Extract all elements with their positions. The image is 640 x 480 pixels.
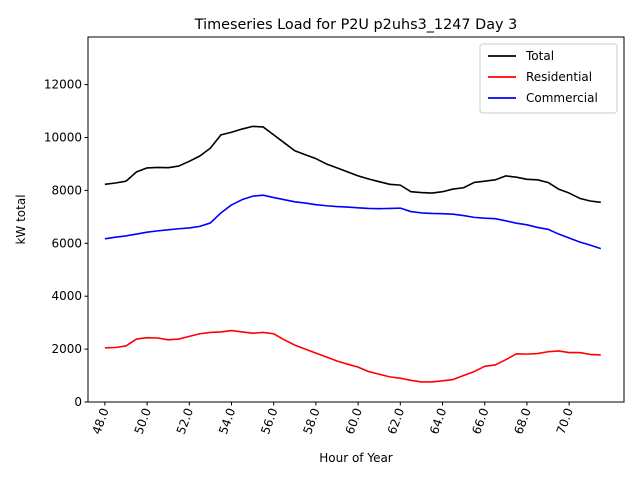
y-tick-label: 6000 (51, 236, 82, 250)
x-axis: 48.0 50.0 52.0 54.0 56.0 58.0 60.0 62.0 64.0 66.0… (89, 402, 576, 436)
chart-title: Timeseries Load for P2U p2uhs3_1247 Day … (194, 17, 518, 33)
x-tick-label: 52.0 (174, 406, 196, 436)
y-tick-label: 2000 (51, 342, 82, 356)
y-tick-label: 12000 (44, 78, 82, 92)
x-tick-label: 62.0 (385, 406, 407, 436)
series-line-commercial (104, 194, 602, 250)
x-tick-label: 66.0 (469, 406, 491, 436)
x-axis-label: Hour of Year (319, 451, 393, 465)
x-tick-label: 70.0 (554, 406, 576, 436)
legend-label-commercial: Commercial (526, 91, 598, 105)
y-tick-label: 4000 (51, 289, 82, 303)
series-line-residential (104, 329, 601, 383)
x-tick-label: 60.0 (343, 406, 365, 436)
legend-label-residential: Residential (526, 70, 592, 84)
y-tick-label: 0 (74, 395, 82, 409)
y-axis-label: kW total (14, 194, 28, 244)
x-tick-label: 54.0 (216, 406, 238, 436)
y-tick-label: 10000 (44, 131, 82, 145)
legend: Total Residential Commercial (479, 43, 618, 114)
plot-area-frame (87, 36, 625, 403)
x-tick-label: 58.0 (300, 406, 322, 436)
x-tick-label: 48.0 (89, 406, 111, 436)
x-tick-label: 56.0 (258, 406, 280, 436)
series-line-total (104, 125, 601, 204)
legend-label-total: Total (525, 49, 554, 63)
x-tick-label: 50.0 (132, 406, 154, 436)
series-lines (104, 125, 602, 383)
x-tick-label: 64.0 (427, 406, 449, 436)
y-axis: 0 2000 4000 6000 8000 10000 12000 (44, 78, 88, 409)
legend-box (479, 43, 618, 114)
x-tick-label: 68.0 (511, 406, 533, 436)
y-tick-label: 8000 (51, 183, 82, 197)
